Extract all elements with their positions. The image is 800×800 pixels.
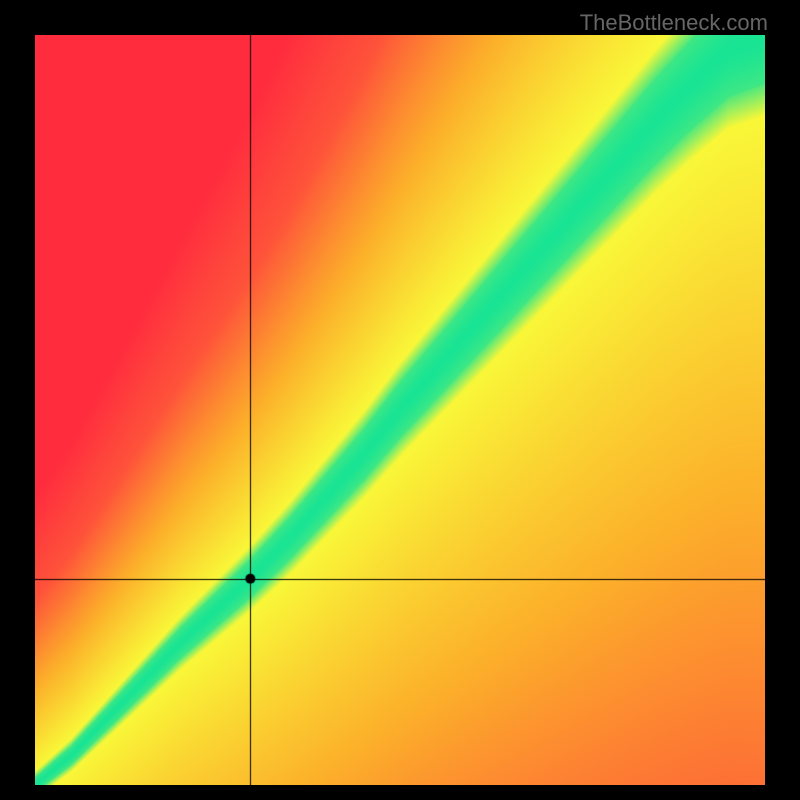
heatmap-canvas [35,35,765,785]
watermark-label: TheBottleneck.com [580,10,768,36]
heatmap-plot [35,35,765,785]
chart-container: TheBottleneck.com [0,0,800,800]
